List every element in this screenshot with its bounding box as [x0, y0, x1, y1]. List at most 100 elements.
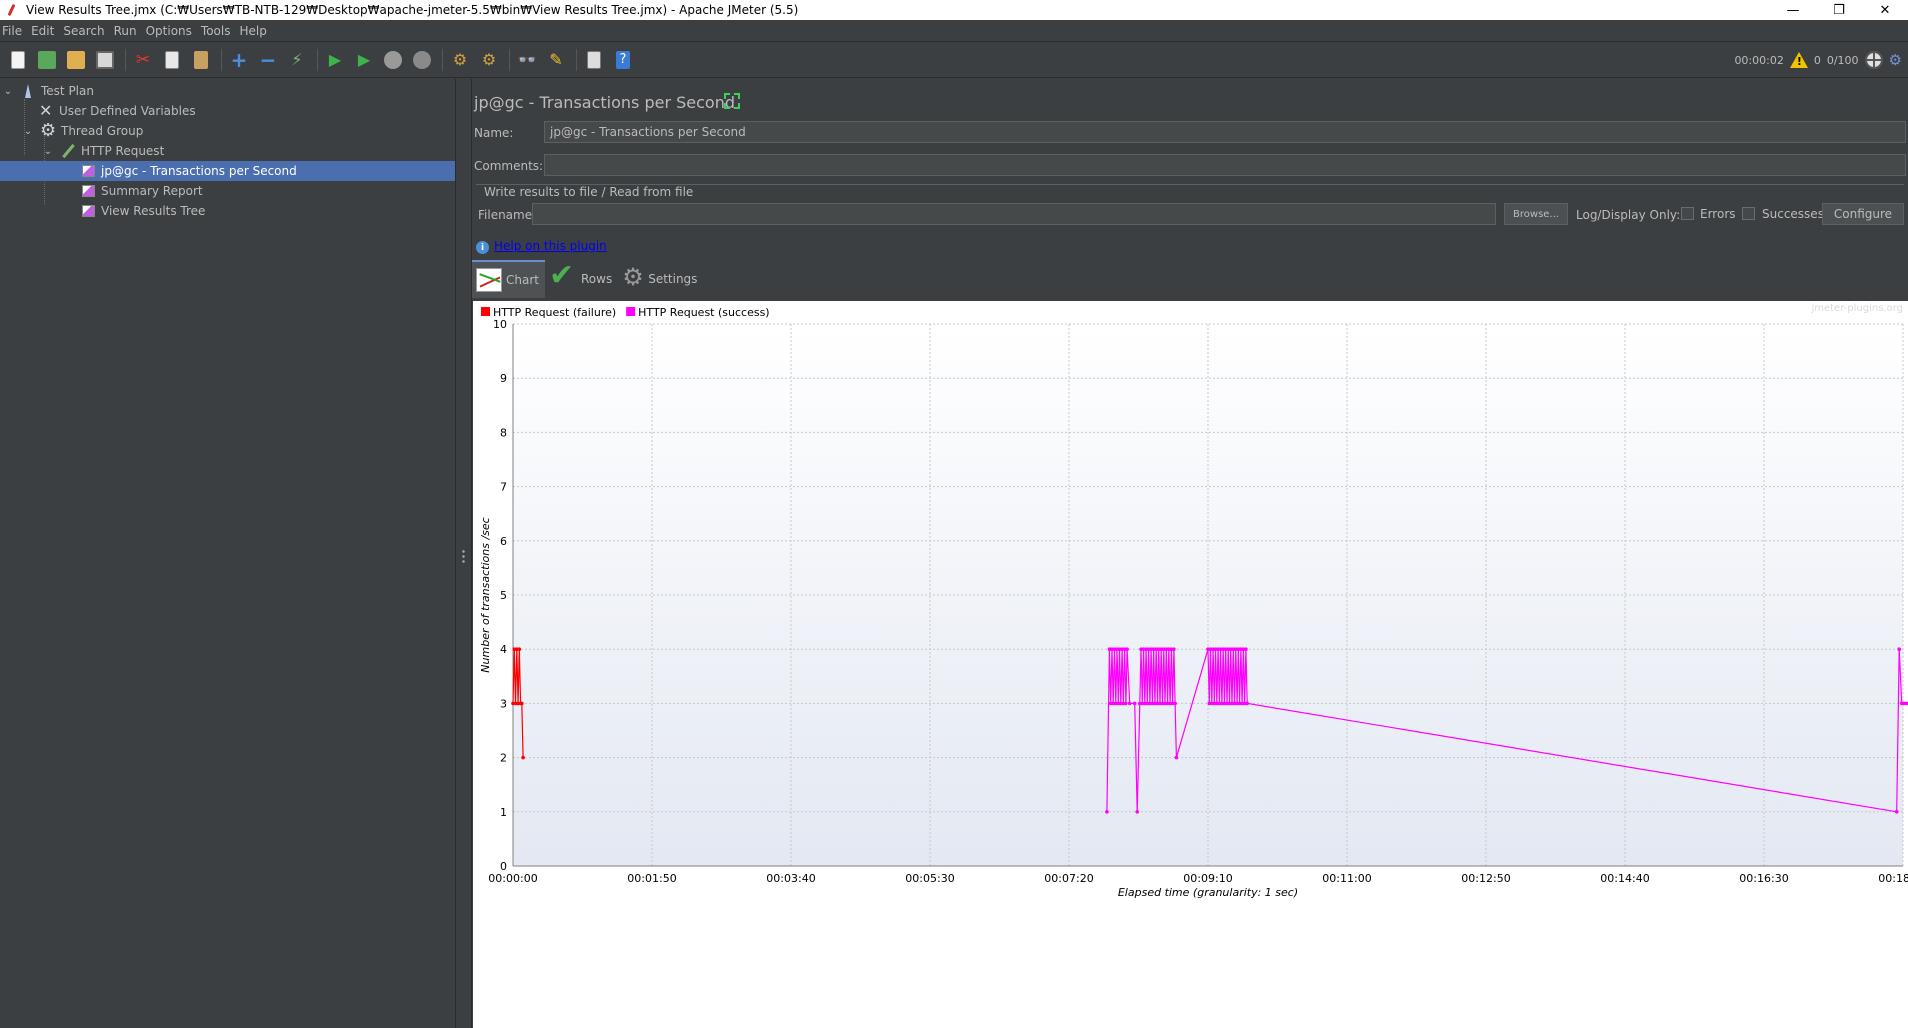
- help-icon[interactable]: ?: [610, 47, 636, 73]
- legend-entry: HTTP Request (success): [638, 306, 769, 319]
- function-helper-icon[interactable]: [581, 47, 607, 73]
- x-tick-label: 00:09:10: [1183, 872, 1232, 885]
- tree-item-label: Thread Group: [61, 124, 144, 138]
- tree-item-http-request[interactable]: ⌄ HTTP Request: [42, 141, 455, 161]
- collapse-all-icon[interactable]: −: [259, 47, 277, 72]
- configure-button[interactable]: Configure: [1822, 203, 1904, 225]
- data-point: [1124, 701, 1128, 706]
- warning-icon[interactable]: [1789, 52, 1808, 68]
- start-icon[interactable]: ▶: [328, 50, 342, 69]
- data-point: [1228, 647, 1233, 651]
- tab-settings[interactable]: Settings: [618, 260, 703, 298]
- data-point: [1148, 701, 1152, 706]
- successes-label: Successes: [1762, 207, 1824, 221]
- clear-all-icon[interactable]: ⚙: [481, 50, 497, 69]
- help-plugin-link[interactable]: Help on this plugin: [494, 239, 607, 253]
- data-point: [1240, 701, 1244, 706]
- errors-label: Errors: [1700, 207, 1736, 221]
- data-point: [512, 647, 517, 651]
- successes-checkbox[interactable]: [1742, 207, 1755, 220]
- toggle-icon[interactable]: ⚡: [291, 50, 303, 69]
- tree-item-thread-group[interactable]: ⌄ Thread Group: [22, 120, 455, 141]
- watermark: jmeter-plugins.org: [1810, 303, 1903, 314]
- data-point: [1172, 647, 1176, 651]
- open-icon[interactable]: [63, 47, 89, 73]
- copy-icon[interactable]: [159, 47, 185, 73]
- menu-options[interactable]: Options: [145, 23, 192, 38]
- tab-chart[interactable]: Chart: [472, 260, 545, 298]
- data-point: [1241, 647, 1246, 651]
- templates-icon[interactable]: [34, 47, 60, 73]
- data-point: [1139, 647, 1143, 651]
- tree-item-test-plan[interactable]: ⌄ Test Plan: [2, 81, 455, 101]
- chart-svg: 0 1 2 3 4 5 6 7 8 9 10 00:00:00 00:01:50 00:03:40 00:0…: [479, 303, 1908, 899]
- close-button[interactable]: ✕: [1879, 2, 1891, 18]
- save-icon[interactable]: [92, 47, 118, 73]
- minimize-button[interactable]: —: [1786, 2, 1800, 18]
- tps-chart[interactable]: 0 1 2 3 4 5 6 7 8 9 10 00:00:00 00:01:50 00:03:40 00:0…: [473, 301, 1908, 1028]
- data-point: [1225, 701, 1229, 706]
- paste-icon[interactable]: [188, 47, 214, 73]
- chevron-down-icon[interactable]: ⌄: [3, 85, 13, 97]
- data-point: [521, 755, 525, 760]
- toolbar-separator: [442, 48, 443, 71]
- y-tick-label: 6: [500, 535, 507, 548]
- data-point: [1145, 701, 1150, 706]
- remote-engines-icon[interactable]: [1864, 51, 1883, 69]
- data-point: [1163, 701, 1167, 706]
- tree-guide-line: [24, 99, 25, 155]
- data-point: [1169, 647, 1174, 651]
- tree-item-summary-report[interactable]: Summary Report: [80, 181, 455, 201]
- tree-item-label: HTTP Request: [81, 144, 165, 158]
- start-no-pause-icon[interactable]: ▶: [357, 50, 371, 69]
- data-point: [1206, 647, 1210, 651]
- name-field[interactable]: jp@gc - Transactions per Second: [544, 121, 1906, 143]
- tree-item-user-defined-variables[interactable]: User Defined Variables: [38, 101, 455, 121]
- y-tick-label: 2: [500, 752, 507, 765]
- data-point: [1902, 701, 1907, 706]
- legend-swatch: [481, 307, 490, 316]
- data-point: [1143, 701, 1147, 706]
- chevron-down-icon[interactable]: ⌄: [43, 145, 53, 157]
- comments-field[interactable]: [544, 154, 1906, 176]
- data-point: [1899, 701, 1904, 706]
- log-display-label: Log/Display Only:: [1576, 208, 1681, 222]
- menu-search[interactable]: Search: [63, 23, 105, 38]
- data-point: [520, 701, 524, 706]
- y-tick-label: 8: [500, 426, 507, 439]
- filename-field[interactable]: [532, 203, 1496, 225]
- shutdown-icon[interactable]: [409, 47, 435, 73]
- log-viewer-icon[interactable]: ⚙: [1888, 51, 1902, 69]
- tree-item-view-results-tree[interactable]: View Results Tree: [80, 201, 455, 221]
- stop-icon[interactable]: [380, 47, 406, 73]
- data-point: [517, 647, 522, 651]
- data-point: [1207, 701, 1212, 706]
- split-pane-divider[interactable]: [455, 79, 472, 1028]
- legend-entry: HTTP Request (failure): [493, 306, 616, 319]
- data-point: [1108, 701, 1113, 706]
- reset-search-icon[interactable]: ✎: [549, 50, 563, 69]
- search-icon[interactable]: 👓: [517, 50, 537, 69]
- data-point: [1217, 701, 1222, 706]
- x-tick-label: 00:14:40: [1600, 872, 1649, 885]
- menu-file[interactable]: File: [2, 23, 23, 38]
- new-icon[interactable]: [5, 47, 31, 73]
- chevron-down-icon[interactable]: ⌄: [23, 125, 33, 137]
- errors-checkbox[interactable]: [1681, 207, 1694, 220]
- data-point: [1904, 701, 1908, 706]
- drag-handle-icon[interactable]: [462, 549, 465, 563]
- tab-rows[interactable]: Rows: [545, 258, 618, 298]
- cut-icon[interactable]: ✂: [135, 49, 151, 70]
- menu-help[interactable]: Help: [239, 23, 267, 38]
- axes: 0 1 2 3 4 5 6 7 8 9 10 00:00:00 00:01:50 00:03:40 00:0…: [488, 318, 1908, 885]
- browse-button[interactable]: Browse...: [1504, 203, 1568, 225]
- expand-all-icon[interactable]: +: [230, 47, 248, 72]
- restore-button[interactable]: ❐: [1833, 2, 1845, 18]
- tree-item-transactions-per-second[interactable]: jp@gc - Transactions per Second: [0, 161, 455, 181]
- clear-icon[interactable]: ⚙: [452, 50, 468, 69]
- menu-edit[interactable]: Edit: [31, 23, 55, 38]
- menu-tools[interactable]: Tools: [200, 23, 231, 38]
- maximize-icon[interactable]: [724, 93, 740, 109]
- menu-run[interactable]: Run: [113, 23, 137, 38]
- data-point: [1113, 701, 1118, 706]
